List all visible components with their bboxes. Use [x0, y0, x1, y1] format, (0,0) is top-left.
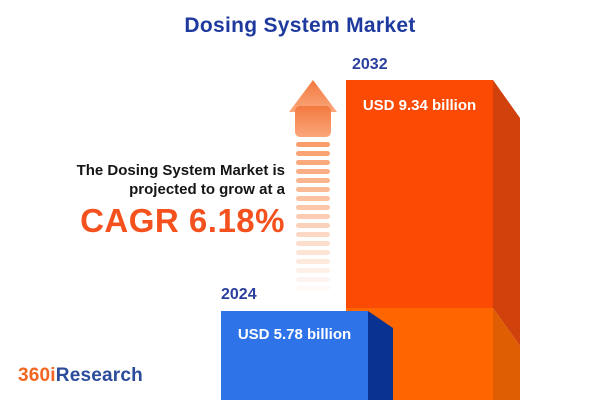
arrow-stripe	[296, 205, 330, 210]
bar-2032-side-lower	[493, 308, 520, 400]
page-title: Dosing System Market	[184, 14, 416, 37]
brand-logo-360i: 360i	[18, 365, 56, 386]
arrow-stripe	[296, 259, 330, 264]
growth-arrow-icon	[289, 80, 337, 291]
bar-value-label-2024: USD 5.78 billion	[237, 326, 352, 343]
brand-logo: 360iResearch	[18, 365, 143, 387]
arrow-stripe	[296, 142, 330, 147]
brand-logo-research: Research	[55, 365, 143, 386]
arrow-stripe	[296, 178, 330, 183]
arrow-stripe	[296, 187, 330, 192]
bar-2024-front	[221, 311, 368, 400]
arrow-stripe	[296, 169, 330, 174]
arrow-stripe	[296, 286, 330, 291]
annotation-line1: The Dosing System Market is	[76, 162, 285, 179]
year-label-2024: 2024	[221, 286, 257, 303]
arrow-stripe	[296, 214, 330, 219]
bar-2032-side-upper	[493, 80, 520, 346]
arrow-stripe	[296, 277, 330, 282]
arrow-stripe	[296, 250, 330, 255]
annotation-line2: projected to grow at a	[129, 181, 285, 198]
bar-value-label-2032: USD 9.34 billion	[362, 97, 477, 114]
bar-2024-side	[368, 311, 393, 400]
year-label-2032: 2032	[352, 56, 388, 73]
arrow-stripe	[296, 268, 330, 273]
cagr-value: CAGR 6.18%	[80, 202, 285, 239]
arrow-stripe	[296, 223, 330, 228]
arrow-stripe	[296, 196, 330, 201]
arrow-head	[289, 80, 337, 112]
bar-2024	[221, 311, 393, 400]
growth-annotation: The Dosing System Market is projected to…	[40, 161, 285, 240]
arrow-stripe	[296, 232, 330, 237]
bar-2032-front-upper	[346, 80, 493, 308]
arrow-stripes	[296, 142, 330, 291]
arrow-stripe	[296, 241, 330, 246]
arrow-stripe	[296, 151, 330, 156]
arrow-stripe	[296, 160, 330, 165]
arrow-neck	[295, 106, 331, 137]
